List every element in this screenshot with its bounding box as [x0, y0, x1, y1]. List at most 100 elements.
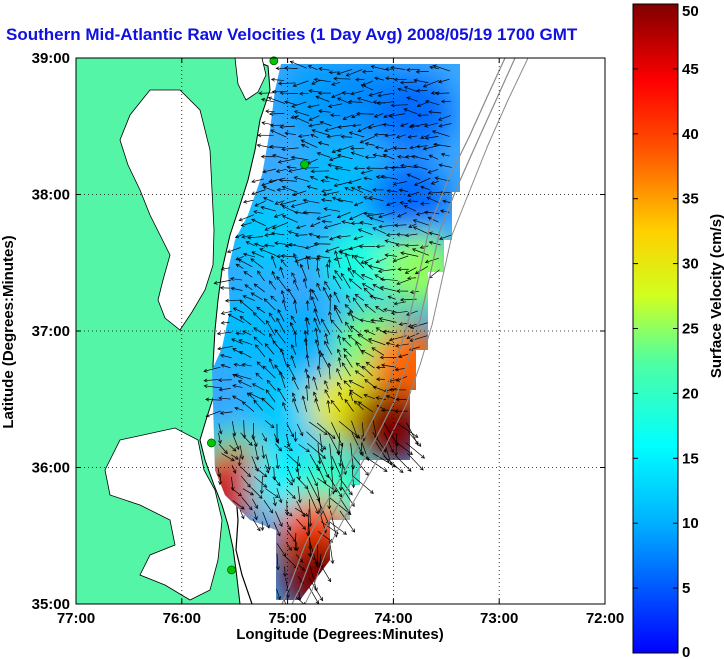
- velocity-arrowhead: [302, 210, 307, 215]
- velocity-arrowhead: [256, 306, 261, 311]
- velocity-arrowhead: [317, 141, 323, 146]
- velocity-arrowhead: [294, 210, 299, 215]
- velocity-arrow: [321, 180, 330, 183]
- velocity-arrow: [331, 92, 343, 98]
- velocity-arrow: [333, 291, 340, 303]
- velocity-arrowhead: [406, 335, 411, 340]
- velocity-arrowhead: [276, 254, 281, 259]
- velocity-arrowhead: [334, 306, 338, 311]
- velocity-arrowhead: [274, 328, 279, 334]
- velocity-arrow: [406, 97, 418, 102]
- velocity-arrowhead: [326, 134, 331, 139]
- velocity-arrowhead: [263, 483, 268, 488]
- velocity-arrow: [248, 392, 263, 400]
- velocity-arrow: [303, 211, 321, 214]
- velocity-arrowhead: [429, 65, 434, 70]
- velocity-arrowhead: [415, 212, 421, 216]
- velocity-arrowhead: [336, 97, 342, 102]
- velocity-arrow: [287, 586, 289, 598]
- velocity-arrowhead: [302, 525, 307, 530]
- velocity-arrowhead: [296, 462, 301, 467]
- velocity-arrowhead: [220, 363, 225, 368]
- colorbar-tick-label: 45: [682, 61, 699, 78]
- velocity-arrowhead: [379, 285, 384, 290]
- velocity-arrowhead: [384, 133, 389, 138]
- velocity-arrow: [271, 271, 276, 280]
- velocity-arrow: [408, 432, 422, 447]
- velocity-arrowhead: [328, 70, 333, 75]
- velocity-arrow: [354, 294, 365, 301]
- velocity-arrow: [343, 114, 353, 120]
- velocity-arrowhead: [398, 354, 403, 359]
- velocity-arrow: [236, 263, 244, 269]
- velocity-arrow: [424, 122, 439, 127]
- velocity-arrow: [230, 454, 239, 460]
- velocity-arrow: [332, 148, 342, 153]
- velocity-arrowhead: [247, 473, 251, 478]
- velocity-arrow: [332, 275, 342, 290]
- velocity-arrow: [385, 240, 399, 245]
- velocity-arrowhead: [316, 282, 321, 287]
- velocity-arrowhead: [274, 241, 279, 246]
- velocity-arrowhead: [351, 502, 355, 508]
- velocity-arrowhead: [337, 334, 341, 339]
- velocity-arrowhead: [360, 274, 366, 278]
- velocity-arrowhead: [255, 344, 259, 349]
- velocity-arrow: [286, 500, 288, 516]
- velocity-arrow: [316, 214, 332, 220]
- velocity-arrow: [259, 248, 277, 256]
- velocity-arrow: [310, 176, 319, 181]
- velocity-arrow: [399, 189, 409, 192]
- velocity-arrowhead: [299, 263, 304, 268]
- velocity-arrow: [276, 543, 286, 557]
- velocity-arrow: [396, 234, 407, 236]
- velocity-arrowhead: [251, 179, 256, 184]
- velocity-arrow: [327, 134, 343, 138]
- velocity-arrowhead: [375, 259, 380, 264]
- velocity-arrowhead: [319, 448, 324, 453]
- velocity-arrow: [338, 125, 353, 128]
- velocity-arrow: [334, 78, 351, 80]
- velocity-arrowhead: [364, 303, 369, 308]
- velocity-arrowhead: [407, 199, 412, 203]
- velocity-arrow: [261, 397, 275, 410]
- velocity-arrowhead: [374, 145, 380, 150]
- velocity-arrowhead: [303, 601, 306, 604]
- velocity-arrow: [331, 456, 342, 478]
- velocity-arrow: [355, 370, 365, 378]
- velocity-arrowhead: [313, 77, 318, 82]
- velocity-arrowhead: [232, 395, 237, 400]
- velocity-arrowhead: [317, 349, 322, 354]
- velocity-arrow: [325, 333, 329, 345]
- velocity-arrowhead: [203, 384, 208, 389]
- velocity-arrow: [268, 312, 276, 322]
- velocity-arrowhead: [272, 476, 277, 481]
- colorbar-tick-label: 0: [682, 644, 690, 659]
- velocity-arrow: [324, 281, 331, 290]
- velocity-arrow: [305, 330, 308, 346]
- velocity-arrow: [372, 227, 387, 235]
- velocity-arrowhead: [424, 123, 429, 128]
- velocity-arrow: [254, 444, 259, 460]
- velocity-arrowhead: [280, 348, 284, 353]
- velocity-arrowhead: [388, 337, 394, 342]
- velocity-arrow: [414, 177, 431, 186]
- velocity-arrow: [235, 374, 252, 380]
- velocity-arrowhead: [272, 225, 277, 230]
- velocity-arrow: [328, 103, 343, 107]
- velocity-arrowhead: [371, 347, 376, 351]
- velocity-arrowhead: [440, 209, 445, 214]
- velocity-arrowhead: [432, 64, 437, 69]
- velocity-arrowhead: [316, 216, 321, 221]
- velocity-arrow: [232, 500, 245, 510]
- velocity-arrowhead: [310, 223, 315, 228]
- velocity-arrowhead: [303, 337, 308, 342]
- velocity-arrowhead: [366, 166, 370, 171]
- velocity-arrowhead: [308, 232, 313, 237]
- velocity-arrowhead: [412, 219, 418, 223]
- velocity-arrow: [328, 164, 343, 168]
- velocity-arrow: [408, 200, 418, 202]
- colorbar-tick-label: 15: [682, 450, 699, 467]
- velocity-arrowhead: [363, 196, 368, 200]
